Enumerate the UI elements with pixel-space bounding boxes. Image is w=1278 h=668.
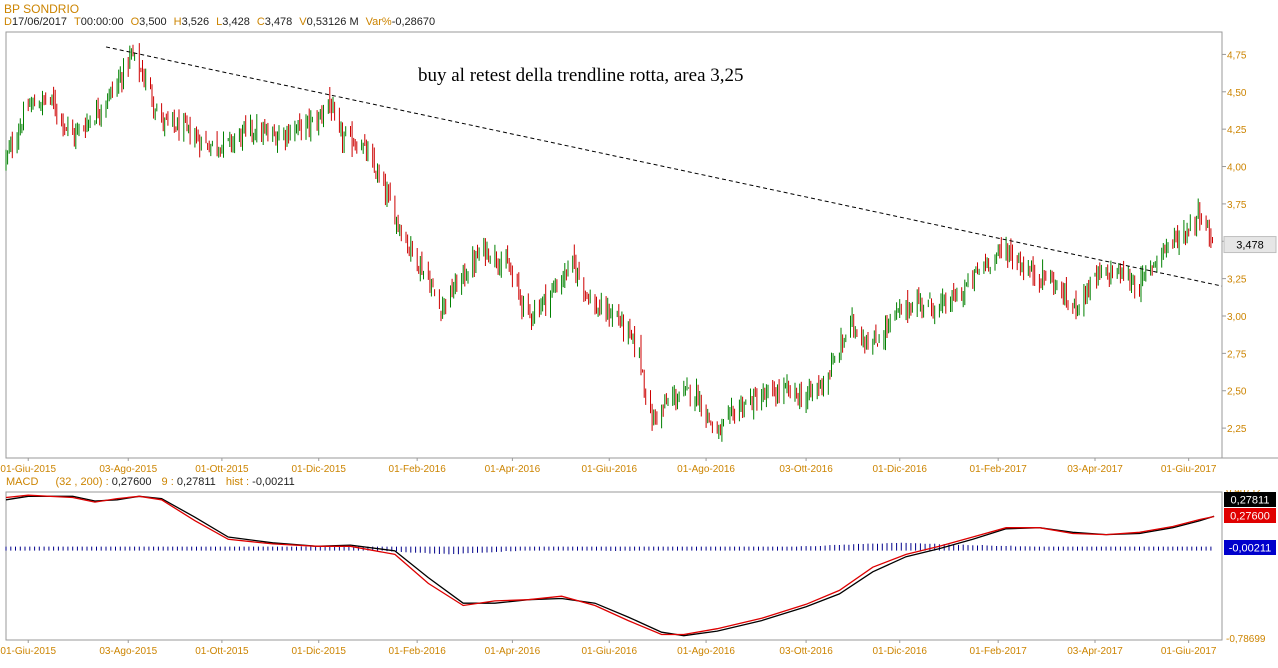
readout-label: D [4,16,12,28]
readout-label: H [173,16,182,28]
macd-x-tick-label: 03-Ago-2015 [99,646,157,657]
macd-x-tick-label: 01-Ago-2016 [677,646,735,657]
x-tick-label: 01-Apr-2016 [485,464,541,475]
last-price-label: 3,478 [1236,240,1264,252]
y-tick-label: 4,50 [1227,88,1247,99]
candles-group [5,43,1213,442]
readout-value: 3,526 [181,16,210,28]
trendline [105,46,1223,287]
macd-value-badge [1224,508,1276,523]
x-tick-label: 01-Giu-2017 [1161,464,1217,475]
macd-signal-value: 0,27811 [176,476,216,488]
ohlc-readout: D17/06/2017 T00:00:00 O3,500 H3,526 L3,428 C3… [4,16,442,28]
price-chart[interactable]: 4,754,504,254,003,753,503,253,002,752,50… [0,30,1278,492]
readout-value: 3,500 [139,16,167,28]
y-tick-label: 4,00 [1227,163,1247,174]
last-price-badge [1223,236,1277,254]
macd-x-tick-label: 01-Feb-2017 [970,646,1028,657]
y-tick-label: 2,25 [1227,424,1247,435]
x-tick-label: 01-Dic-2016 [873,464,928,475]
x-tick-label: 01-Giu-2016 [581,464,637,475]
readout-value: -0,28670 [391,16,436,28]
readout-value: 00:00:00 [80,16,124,28]
macd-x-tick-label: 01-Ott-2015 [195,646,249,657]
macd-value-label: 0,27600 [1230,511,1270,523]
macd-hist-label: hist : [225,476,250,488]
x-tick-label: 01-Ott-2015 [195,464,249,475]
signal-value-badge [1224,492,1276,507]
macd-x-tick-label: 03-Ott-2016 [779,646,833,657]
y-tick-label: 3,25 [1227,275,1247,286]
y-tick-label: 2,75 [1227,349,1247,360]
macd-signal-label: 9 : [161,476,174,488]
y-tick-label: 3,75 [1227,200,1247,211]
x-tick-label: 01-Feb-2017 [970,464,1028,475]
symbol-title: BP SONDRIO [4,2,80,16]
macd-name: MACD [6,476,39,488]
readout-label: O [130,16,140,28]
macd-x-tick-label: 01-Giu-2016 [581,646,637,657]
x-tick-label: 03-Ago-2015 [99,464,157,475]
y-tick-label: 2,50 [1227,387,1247,398]
macd-params: (32 , 200) : [55,476,109,488]
macd-x-tick-label: 01-Apr-2016 [485,646,541,657]
x-tick-label: 01-Ago-2016 [677,464,735,475]
readout-value: 17/06/2017 [11,16,68,28]
histogram-group [5,542,1212,555]
x-tick-label: 01-Giu-2015 [0,464,56,475]
chart-annotation: buy al retest della trendline rotta, are… [418,65,744,86]
macd-x-tick-label: 01-Dic-2015 [291,646,346,657]
hist-value-label: -0,00211 [1229,543,1272,555]
macd-x-tick-label: 01-Dic-2016 [873,646,928,657]
macd-x-tick-label: 01-Giu-2015 [0,646,56,657]
price-plot-frame [5,31,1223,459]
readout-label: L [216,16,223,28]
readout-value: 3,478 [264,16,293,28]
macd-x-tick-label: 01-Giu-2017 [1161,646,1217,657]
readout-label: Var% [365,16,392,28]
signal-value-label: 0,27811 [1231,495,1270,507]
readout-value: 3,428 [222,16,250,28]
macd-x-tick-label: 03-Apr-2017 [1067,646,1123,657]
macd-hist-value: -0,00211 [252,476,295,488]
macd-chart[interactable]: 0,48712-0,7869901-Giu-201503-Ago-201501-… [0,490,1278,666]
readout-value: 0,53126 M [306,16,359,28]
macd-line [5,494,1215,636]
readout-label: T [74,16,81,28]
macd-readout: MACD (32 , 200) : 0,27600 9 : 0,27811 hi… [6,476,302,488]
y-tick-label: 3,00 [1227,312,1247,323]
y-tick-label: 4,75 [1227,50,1247,61]
y-tick-label: 4,25 [1227,125,1247,136]
macd-y-tick-label: -0,78699 [1226,634,1266,645]
macd-value: 0,27600 [111,476,152,488]
hist-value-badge [1224,540,1276,555]
macd-x-tick-label: 01-Feb-2016 [389,646,447,657]
x-tick-label: 01-Feb-2016 [389,464,447,475]
readout-label: C [256,16,265,28]
x-tick-label: 01-Dic-2015 [291,464,346,475]
macd-plot-frame [5,491,1223,641]
x-tick-label: 03-Ott-2016 [779,464,833,475]
readout-label: V [299,16,307,28]
x-tick-label: 03-Apr-2017 [1067,464,1123,475]
